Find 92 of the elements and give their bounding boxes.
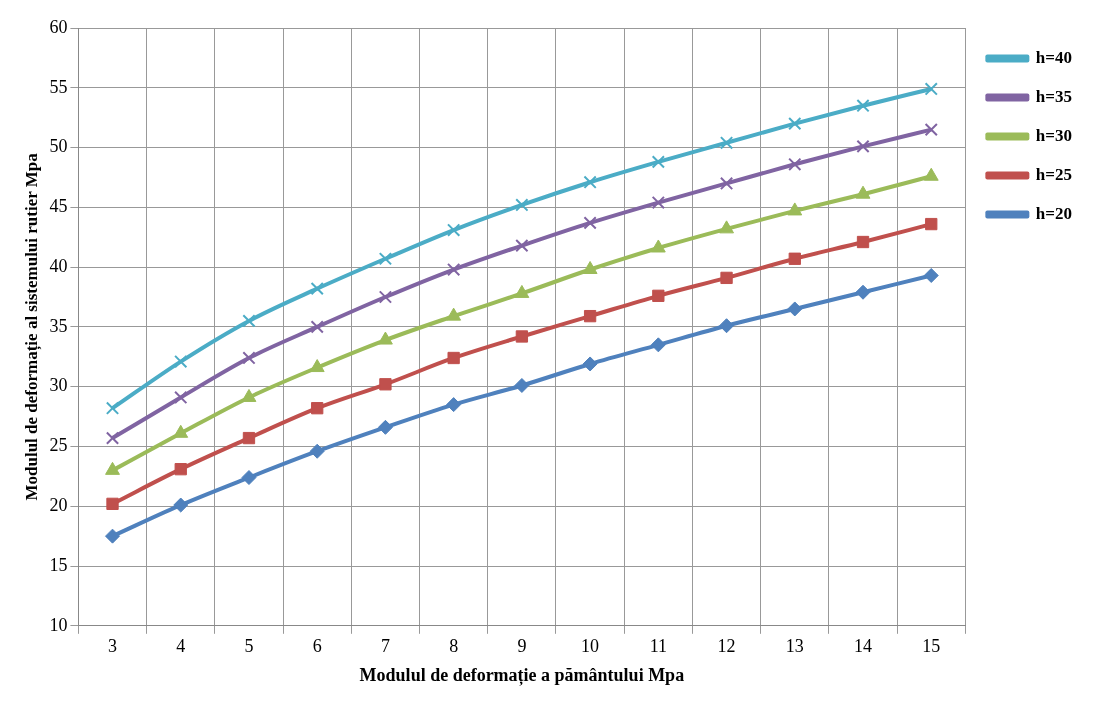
point — [924, 82, 938, 96]
point — [242, 314, 256, 328]
point — [856, 235, 870, 249]
point — [105, 431, 120, 445]
point — [923, 167, 939, 181]
legend-label: h=35 — [1035, 86, 1073, 106]
point — [241, 470, 257, 486]
legend-label: h=40 — [1035, 47, 1073, 67]
x-tick-label: 6 — [312, 636, 322, 657]
x-tick-label: 9 — [517, 636, 527, 657]
point — [719, 136, 734, 150]
point — [582, 261, 598, 275]
x-tick-label: 11 — [649, 636, 668, 657]
y-tick-label: 10 — [49, 614, 68, 635]
point — [651, 195, 665, 210]
point — [173, 497, 189, 513]
x-tick-label: 5 — [244, 636, 254, 657]
y-tick-label: 50 — [49, 136, 68, 157]
y-tick-label: 30 — [49, 375, 68, 396]
x-axis-title: Modulul de deformație a pământului Mpa — [359, 664, 685, 686]
y-tick-label: 60 — [49, 16, 68, 37]
point — [788, 157, 802, 171]
point — [788, 252, 801, 265]
x-tick-label: 15 — [922, 636, 941, 657]
point — [719, 318, 735, 334]
point — [720, 271, 733, 285]
point — [446, 397, 462, 413]
y-tick-label: 55 — [49, 76, 68, 97]
x-tick-label: 7 — [380, 636, 390, 657]
y-tick-label: 40 — [49, 255, 68, 276]
legend-label: h=20 — [1035, 203, 1073, 223]
y-tick-label: 35 — [49, 315, 68, 336]
point — [925, 217, 938, 231]
point — [652, 289, 665, 302]
x-tick-label: 12 — [717, 636, 736, 657]
point — [379, 378, 392, 391]
legend-label: h=30 — [1035, 125, 1073, 145]
legend-label: h=25 — [1035, 164, 1073, 184]
point — [105, 401, 120, 415]
point — [378, 331, 393, 345]
point — [515, 238, 529, 253]
point — [651, 155, 665, 169]
point — [310, 320, 324, 334]
point — [105, 528, 121, 544]
point — [719, 220, 734, 234]
point — [242, 431, 256, 445]
point — [582, 356, 598, 372]
point — [788, 116, 802, 131]
point — [856, 139, 870, 154]
x-tick-label: 4 — [176, 636, 186, 657]
point — [514, 377, 530, 393]
x-tick-label: 8 — [449, 636, 459, 657]
point — [447, 262, 461, 277]
point — [855, 284, 871, 300]
point — [106, 497, 119, 511]
point — [787, 202, 803, 216]
point — [924, 122, 938, 137]
y-tick-label: 25 — [49, 435, 68, 456]
point — [787, 301, 803, 317]
y-tick-label: 15 — [49, 554, 68, 575]
x-tick-label: 14 — [854, 636, 873, 657]
x-tick-label: 13 — [785, 636, 804, 657]
point — [378, 290, 393, 304]
point — [583, 175, 597, 189]
point — [174, 463, 187, 476]
point — [446, 307, 462, 321]
point — [242, 351, 256, 365]
x-tick-label: 3 — [108, 636, 118, 657]
y-tick-label: 20 — [49, 494, 68, 515]
point — [583, 309, 597, 323]
point — [311, 402, 324, 415]
y-axis-title: Modulul de deformație al sistemului rutier Mpa — [21, 152, 42, 501]
point — [856, 99, 870, 113]
point — [650, 239, 666, 253]
y-tick-label: 45 — [49, 196, 68, 217]
point — [650, 337, 666, 353]
point — [310, 281, 324, 296]
point — [309, 359, 325, 373]
point — [719, 176, 734, 191]
point — [378, 252, 393, 266]
point — [855, 185, 871, 199]
point — [583, 216, 597, 230]
point — [447, 223, 461, 237]
point — [377, 419, 393, 435]
point — [515, 198, 529, 212]
point — [447, 351, 460, 365]
point — [923, 267, 939, 283]
point — [174, 354, 188, 369]
point — [174, 390, 188, 405]
point — [309, 443, 325, 459]
x-tick-label: 10 — [581, 636, 600, 657]
point — [515, 330, 529, 343]
